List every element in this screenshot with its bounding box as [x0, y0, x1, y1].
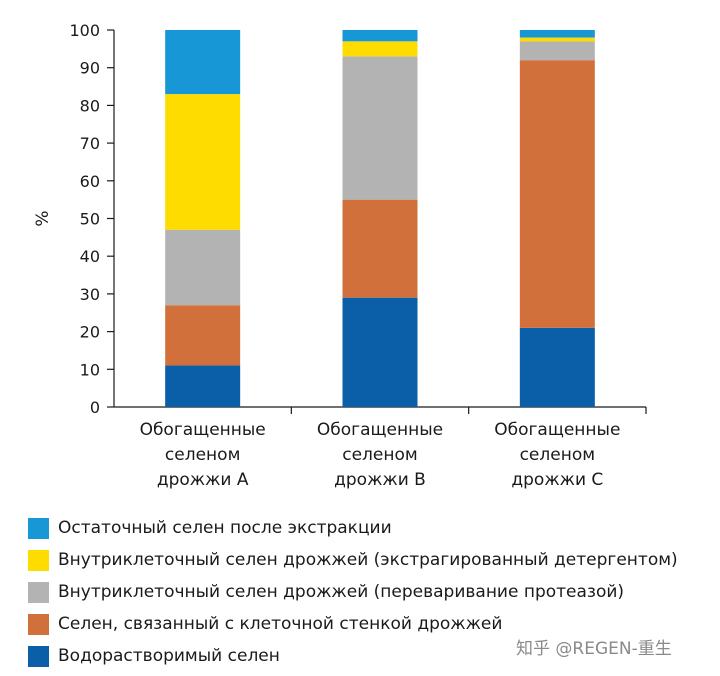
legend-label: Внутриклеточный селен дрожжей (экстрагир… — [58, 550, 678, 570]
legend-label: Внутриклеточный селен дрожжей (переварив… — [58, 582, 625, 602]
x-category-label: дрожжи B — [334, 470, 426, 490]
legend-label: Водорастворимый селен — [58, 646, 280, 666]
x-category-label: селеном — [165, 445, 240, 465]
x-category-label: Обогащенные — [140, 420, 266, 440]
y-tick-label: 40 — [80, 247, 100, 266]
bar-segment — [165, 94, 241, 230]
legend-swatch — [28, 613, 49, 635]
bar-segment — [165, 30, 241, 95]
y-tick-label: 50 — [80, 210, 100, 229]
bar-segment — [165, 229, 241, 306]
legend: Остаточный селен после экстракции Внутрик… — [28, 512, 678, 672]
y-tick-label: 0 — [90, 398, 100, 417]
legend-item: Внутриклеточный селен дрожжей (экстрагир… — [28, 544, 678, 576]
legend-item: Внутриклеточный селен дрожжей (переварив… — [28, 576, 678, 608]
bar-segment — [342, 30, 418, 42]
y-tick-label: 100 — [69, 21, 100, 40]
x-category-label: дрожжи А — [157, 470, 249, 490]
bar-segment — [519, 37, 595, 42]
legend-item: Селен, связанный с клеточной стенкой дро… — [28, 608, 678, 640]
bar-segment — [519, 60, 595, 328]
legend-swatch — [28, 517, 49, 539]
legend-item: Остаточный селен после экстракции — [28, 512, 678, 544]
y-axis-label: % — [33, 210, 53, 226]
bar-segment — [342, 41, 418, 57]
y-tick-label: 30 — [80, 285, 100, 304]
legend-label: Остаточный селен после экстракции — [58, 518, 392, 538]
legend-item: Водорастворимый селен — [28, 640, 678, 672]
x-category-label: селеном — [520, 445, 595, 465]
y-tick-label: 90 — [80, 59, 100, 78]
legend-swatch — [28, 581, 49, 603]
bar-segment — [519, 327, 595, 407]
bar-segment — [165, 365, 241, 407]
bar-segment — [342, 297, 418, 407]
x-category-label: селеном — [342, 445, 417, 465]
bar-segment — [519, 41, 595, 61]
y-tick-label: 70 — [80, 134, 100, 153]
x-category-label: Обогащенные — [317, 420, 443, 440]
legend-label: Селен, связанный с клеточной стенкой дро… — [58, 614, 503, 634]
x-category-label: дрожжи С — [511, 470, 603, 490]
bar-segment — [519, 30, 595, 38]
watermark: 知乎 @REGEN-重生 — [516, 639, 672, 659]
bar-segment — [342, 199, 418, 298]
x-category-label: Обогащенные — [494, 420, 620, 440]
y-tick-label: 20 — [80, 323, 100, 342]
y-tick-label: 80 — [80, 96, 100, 115]
stacked-bar-chart: 0 10 20 30 40 50 60 70 80 90 100% Обогащенные селено… — [33, 21, 647, 490]
legend-swatch — [28, 549, 49, 571]
bar-segment — [165, 305, 241, 366]
y-tick-label: 10 — [80, 360, 100, 379]
legend-swatch — [28, 645, 49, 667]
y-tick-label: 60 — [80, 172, 100, 191]
bar-segment — [342, 56, 418, 200]
